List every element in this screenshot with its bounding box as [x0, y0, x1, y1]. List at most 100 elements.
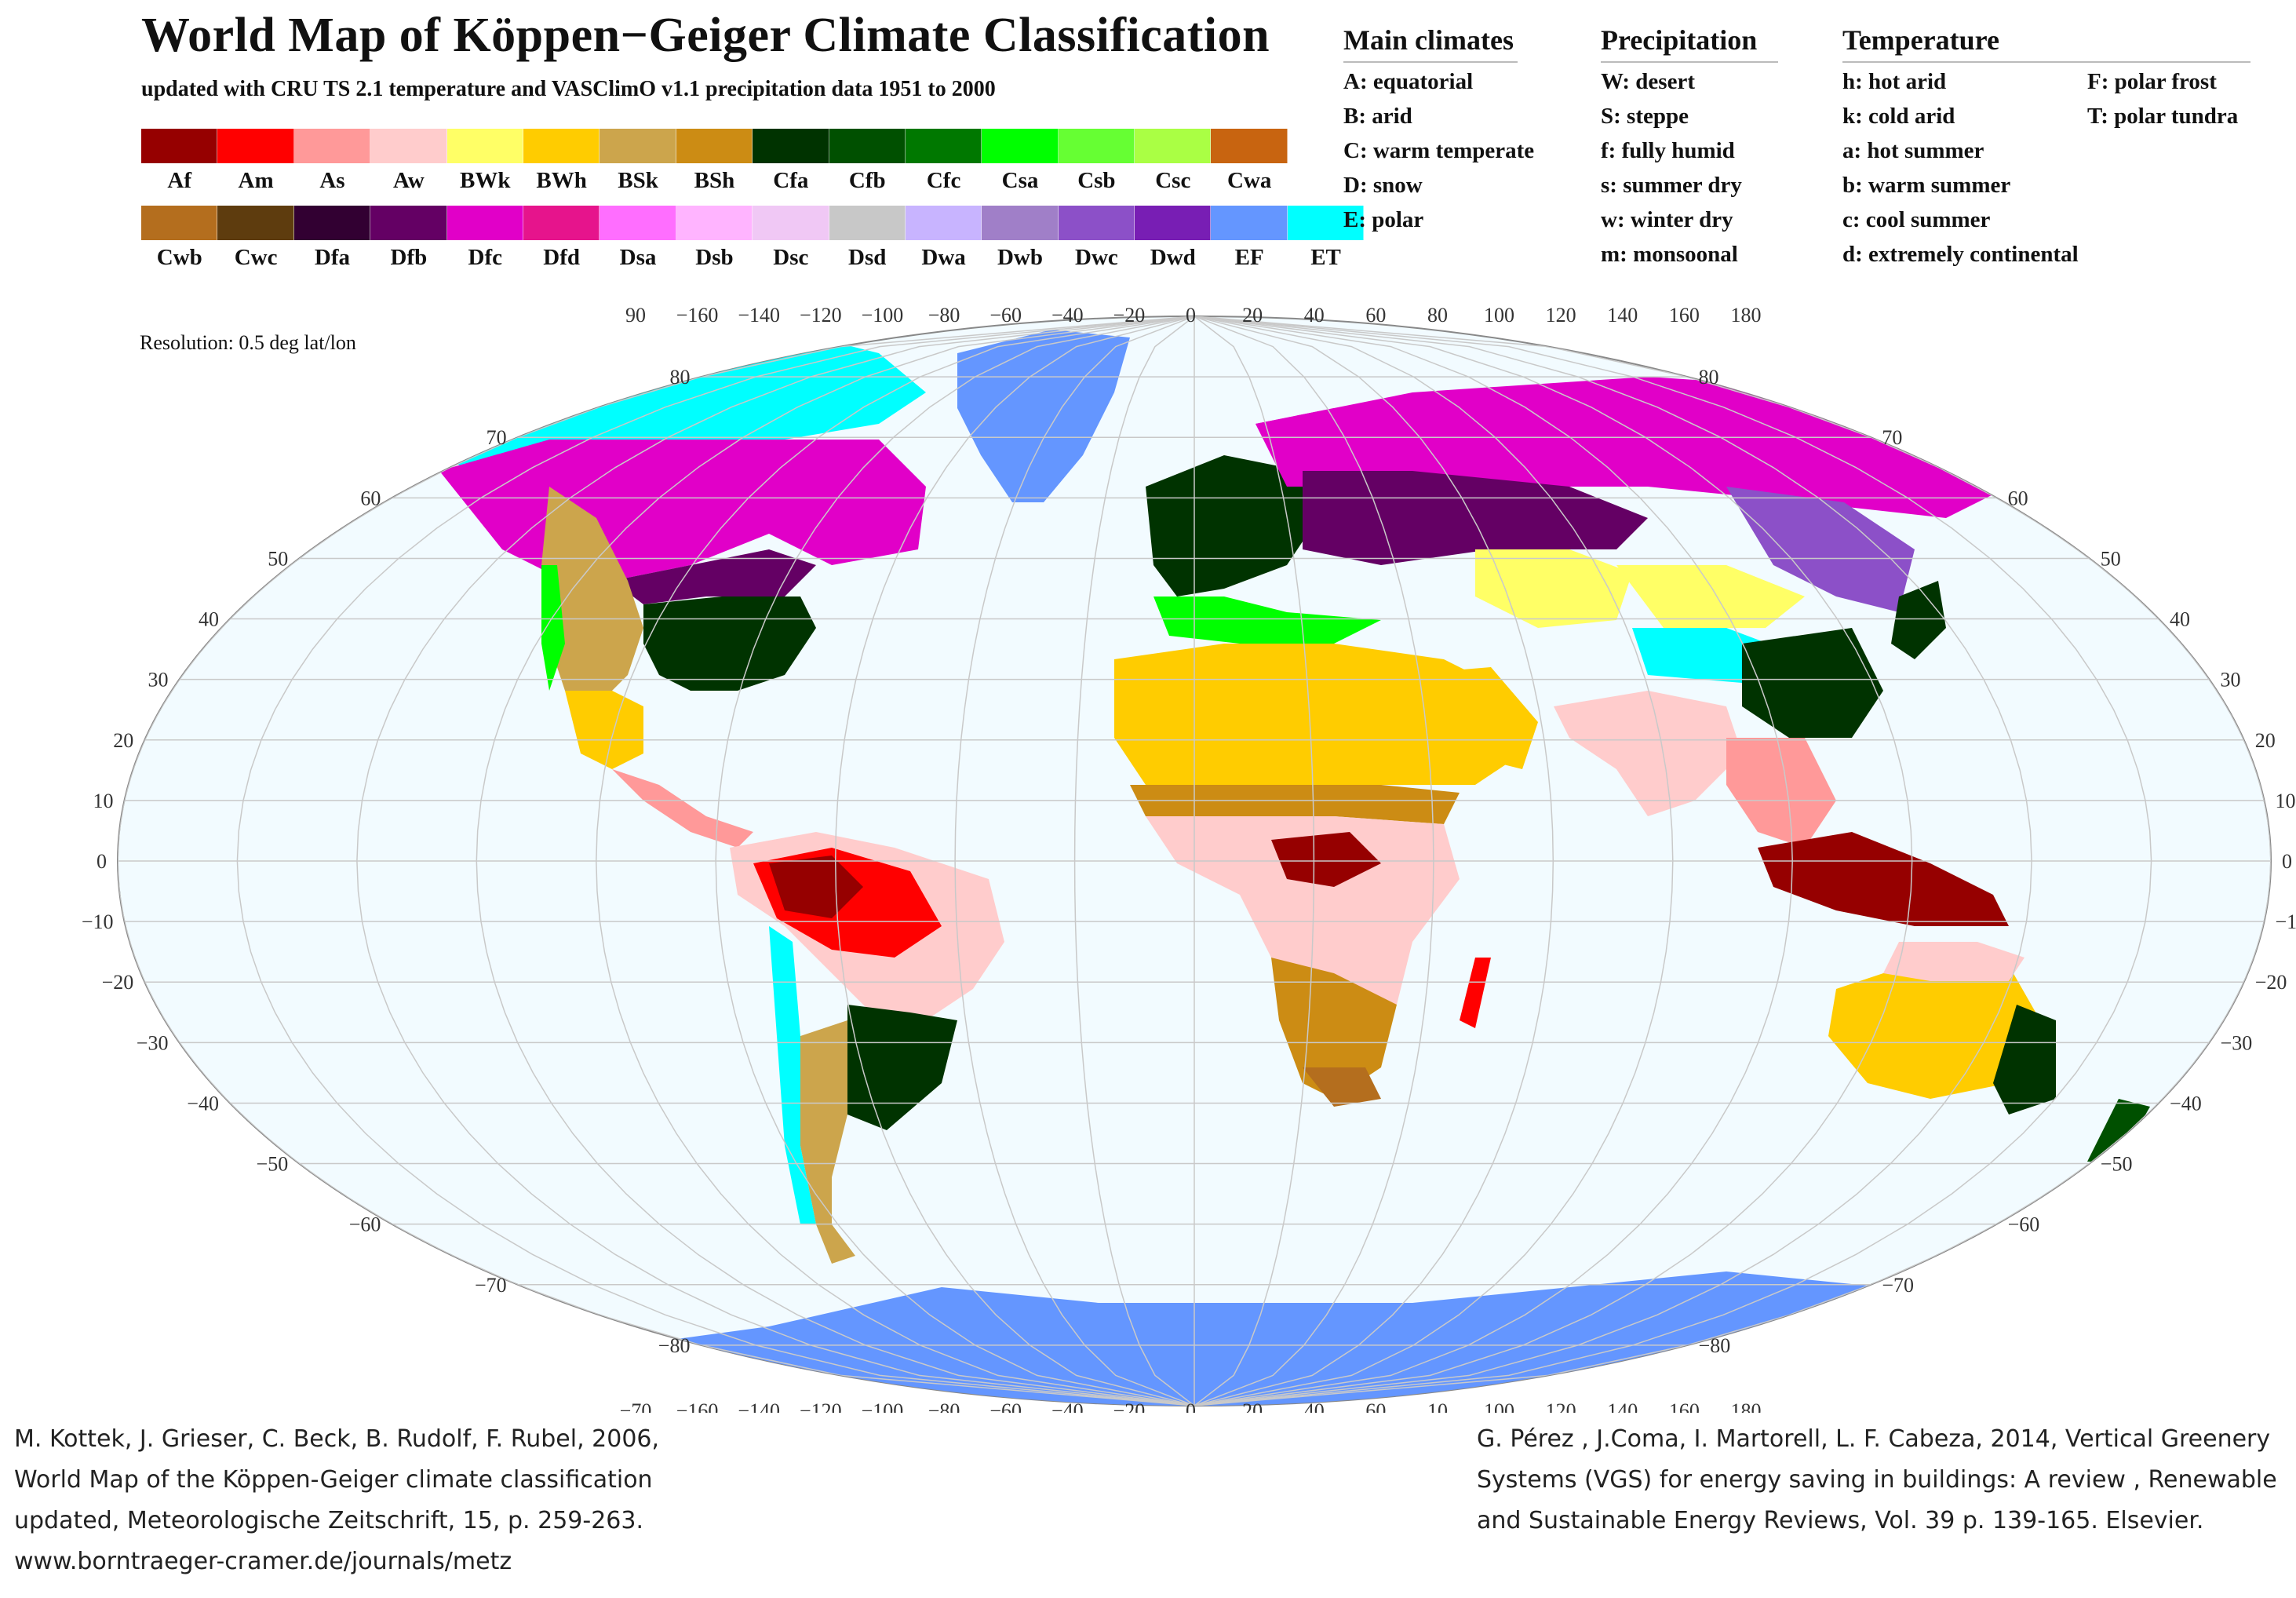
lon-tick-top: −20	[1113, 304, 1146, 327]
legend-label-row-1: Af Am As Aw BWk BWh BSk BSh Cfa Cfb Cfc Csa Csb Csc Cw…	[141, 168, 1288, 194]
indonesia	[1758, 832, 2009, 926]
lon-tick-top: 20	[1242, 304, 1263, 327]
lon-tick-top: −100	[862, 304, 904, 327]
lon-tick-bottom: 10	[1427, 1399, 1448, 1413]
legend-label-cwb: Cwb	[156, 245, 202, 270]
lon-tick-bottom: 160	[1669, 1399, 1700, 1413]
lat-tick-right: 20	[2255, 729, 2276, 752]
legend-swatch-cfb	[829, 129, 906, 163]
europe-cfb	[1146, 455, 1318, 597]
legend-swatch-dwb	[982, 206, 1059, 240]
citation-kottek: M. Kottek, J. Grieser, C. Beck, B. Rudol…	[14, 1419, 659, 1582]
legend-label-csa: Csa	[1001, 168, 1039, 193]
lat-tick-left: −10	[82, 910, 114, 933]
north-america-cfa	[643, 597, 816, 691]
lat-tick-left: 70	[487, 426, 507, 449]
africa-savanna	[1146, 816, 1460, 1020]
graticule	[118, 316, 2271, 1406]
lat-tick-left: 80	[669, 366, 690, 389]
lon-tick-top: 140	[1607, 304, 1638, 327]
africa-sahel	[1130, 785, 1460, 824]
lon-tick-top: −40	[1051, 304, 1084, 327]
legend-label-dfc: Dfc	[468, 245, 502, 270]
north-america-dfb	[612, 549, 816, 604]
legend-swatch-csb	[1058, 129, 1135, 163]
legend-swatch-dfb	[370, 206, 447, 240]
lat-tick-right: 30	[2221, 669, 2241, 691]
legend-label-cfa: Cfa	[773, 168, 809, 193]
legend-label-cfc: Cfc	[926, 168, 961, 193]
legend-item: d: extremely continental	[1842, 242, 2079, 267]
legend-swatch-dsb	[676, 206, 753, 240]
lon-tick-bottom: 20	[1242, 1399, 1263, 1413]
central-america	[612, 769, 753, 848]
lat-tick-right: 10	[2276, 790, 2296, 812]
legend-label-csb: Csb	[1077, 168, 1116, 193]
meridian-line	[356, 316, 1195, 1406]
central-asia-desert	[1475, 549, 1632, 628]
legend-item: S: steppe	[1601, 104, 1689, 129]
legend-swatch-cwb	[141, 206, 218, 240]
meridian-line	[596, 316, 1195, 1406]
legend-label-dfa: Dfa	[314, 245, 351, 270]
citation-line: G. Pérez , J.Coma, I. Martorell, L. F. C…	[1477, 1425, 2271, 1453]
citation-line: and Sustainable Energy Reviews, Vol. 39 …	[1477, 1507, 2204, 1534]
lat-tick-right: −10	[2276, 910, 2296, 933]
legend-label-bsk: BSk	[618, 168, 658, 193]
legend-label-dfb: Dfb	[390, 245, 428, 270]
legend-swatch-csa	[982, 129, 1059, 163]
legend-swatch-dfc	[446, 206, 523, 240]
australia-desert	[1828, 958, 2040, 1099]
citation-line[interactable]: www.borntraeger-cramer.de/journals/metz	[14, 1548, 512, 1575]
legend-item: F: polar frost	[2087, 69, 2217, 94]
madagascar	[1460, 958, 1491, 1028]
lon-tick-top: 80	[1427, 304, 1448, 327]
africa-south	[1271, 958, 1397, 1099]
resolution-note: Resolution: 0.5 deg lat/lon	[140, 331, 356, 354]
citation-line: M. Kottek, J. Grieser, C. Beck, B. Rudol…	[14, 1425, 660, 1453]
lon-tick-top: 0	[1186, 304, 1196, 327]
lat-tick-right: 50	[2101, 547, 2121, 570]
legend-swatch-dwd	[1135, 206, 1212, 240]
legend-label-bwk: BWk	[460, 168, 511, 193]
legend-item: b: warm summer	[1842, 173, 2011, 198]
south-america-af	[769, 856, 863, 918]
lat-tick-right: −80	[1699, 1334, 1731, 1357]
legend-label-as: As	[319, 168, 345, 193]
meridian-line	[476, 316, 1195, 1406]
legend-label-ef: EF	[1234, 245, 1264, 270]
lon-tick-top: 100	[1484, 304, 1514, 327]
south-america-south	[800, 1020, 855, 1264]
citation-line: updated, Meteorologische Zeitschrift, 15…	[14, 1507, 643, 1534]
legend-rule-main	[1343, 61, 1518, 63]
lon-tick-top: 60	[1365, 304, 1386, 327]
lon-tick-top: −160	[676, 304, 719, 327]
lon-tick-top: 180	[1731, 304, 1762, 327]
legend-rule-precip	[1601, 61, 1778, 63]
lat-tick-right: 70	[1882, 426, 1902, 449]
lat-tick-left: −30	[137, 1031, 169, 1054]
africa-congo	[1271, 832, 1381, 887]
lon-tick-bottom: 140	[1607, 1399, 1638, 1413]
lon-tick-bottom: −120	[800, 1399, 842, 1413]
meridian-line	[1194, 316, 2152, 1406]
legend-swatch-cwc	[217, 206, 294, 240]
map-tick-labels: 90 −160 −140 −120 −100 −80 −60 −40 −20 0 20 40 60 80 1…	[82, 304, 2296, 1413]
lat-tick-left: −40	[187, 1092, 219, 1115]
lat-tick-right: −60	[2008, 1213, 2040, 1236]
legend-swatch-row-2	[141, 206, 1365, 240]
legend-swatch-dsc	[753, 206, 829, 240]
lat-tick-right: −20	[2255, 971, 2287, 994]
map-subtitle: updated with CRU TS 2.1 temperature and …	[141, 77, 996, 101]
lon-tick-top: 90	[625, 304, 646, 327]
legend-item: W: desert	[1601, 69, 1695, 94]
meridian-line	[1194, 316, 1674, 1406]
legend-swatch-dsa	[600, 206, 676, 240]
citation-line: Systems (VGS) for energy saving in build…	[1477, 1466, 2277, 1494]
lon-tick-bottom: 120	[1546, 1399, 1576, 1413]
legend-item: s: summer dry	[1601, 173, 1742, 198]
legend-heading-precip: Precipitation	[1601, 24, 1758, 56]
south-america-cfa	[847, 1005, 957, 1130]
legend-item: k: cold arid	[1842, 104, 1955, 129]
legend-swatch-row-1	[141, 129, 1288, 163]
